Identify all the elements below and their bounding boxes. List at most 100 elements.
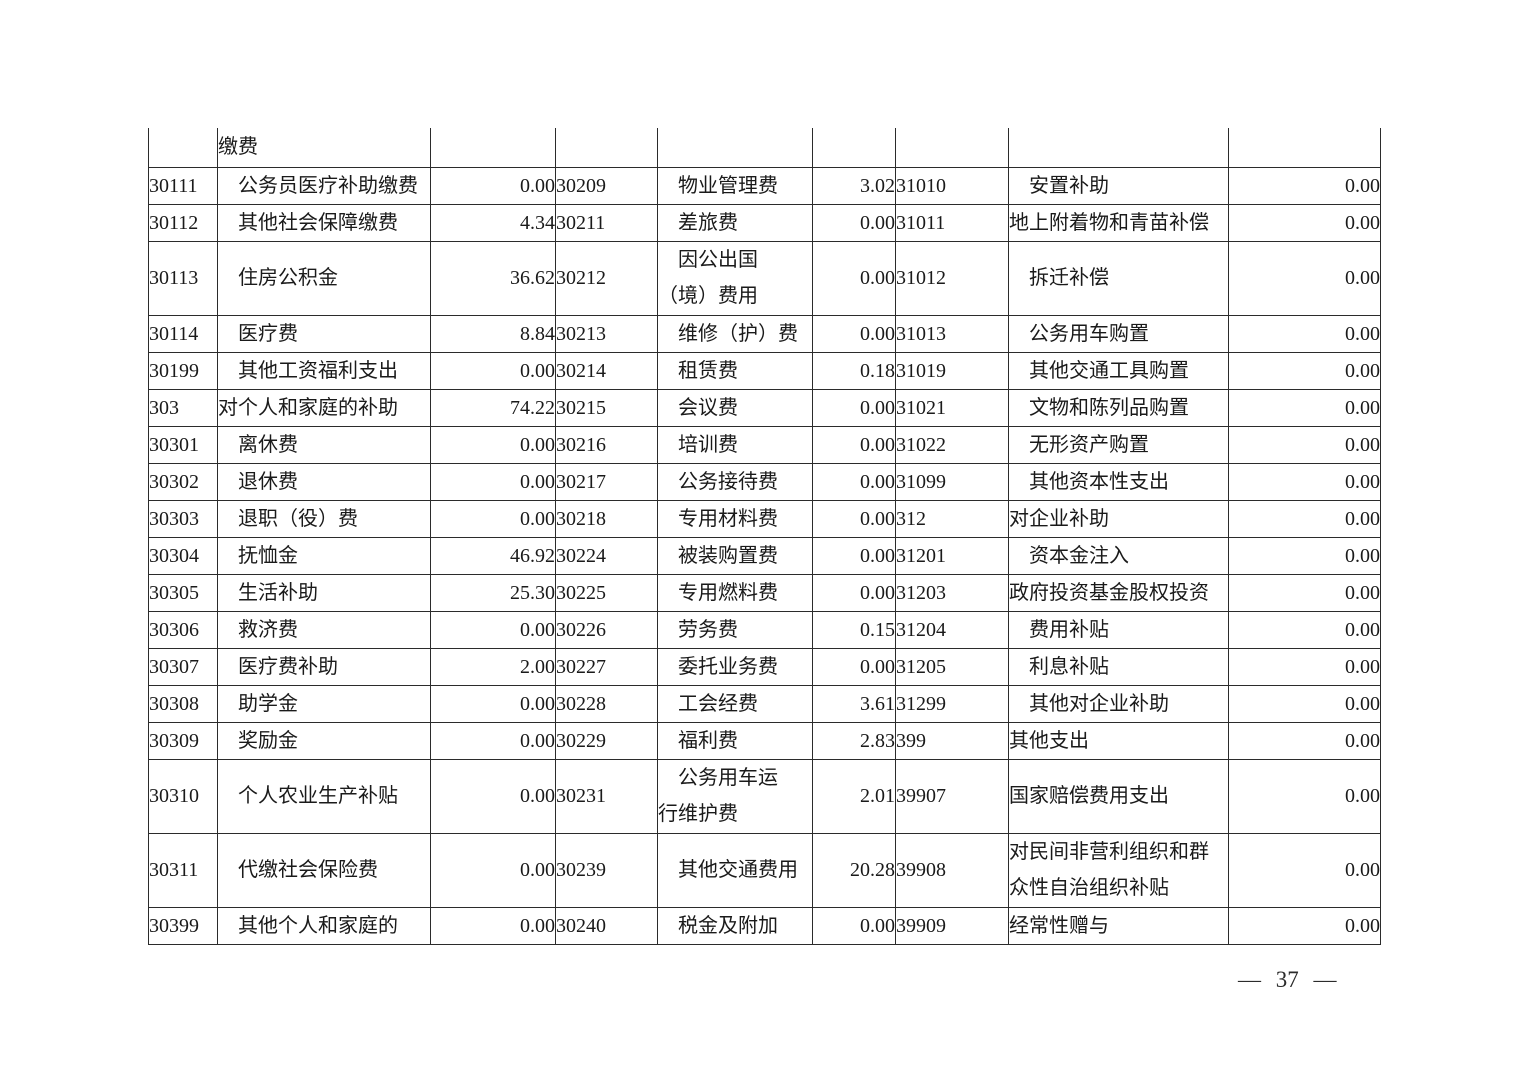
name-cell: 对企业补助 [1008,499,1229,538]
name-cell: 安置补助 [1008,166,1229,205]
table-row: 30310 个人农业生产补贴 0.00 30231 公务用车运 行维护费 2.01 39… [148,758,1381,834]
amount-cell: 0.00 [1228,240,1381,316]
amount-cell: 20.28 [812,832,896,908]
name-cell: 经常性赠与 [1008,906,1229,945]
code-cell: 31019 [895,351,1009,390]
amount-cell: 0.00 [1228,573,1381,612]
table-row: 30111 公务员医疗补助缴费 0.00 30209 物业管理费 3.02 31010 … [148,166,1381,205]
name-cell: 退休费 [217,462,431,501]
code-cell: 30306 [148,610,218,649]
code-cell: 30212 [555,240,658,316]
name-cell: 其他支出 [1008,721,1229,760]
amount-cell: 0.00 [430,499,556,538]
page-number: — 37 — [1238,967,1337,992]
code-cell: 30310 [148,758,218,834]
amount-cell: 0.00 [812,388,896,427]
table-row: 30303 退职（役）费 0.00 30218 专用材料费 0.00 312 对企业补助 0… [148,499,1381,538]
code-cell: 30226 [555,610,658,649]
table-row: 30305 生活补助 25.30 30225 专用燃料费 0.00 31203 政府投资基… [148,573,1381,612]
amount-cell: 0.00 [430,684,556,723]
code-cell: 30218 [555,499,658,538]
code-cell: 30111 [148,166,218,205]
code-cell: 30305 [148,573,218,612]
code-cell: 30301 [148,425,218,464]
name-cell: 差旅费 [657,203,813,242]
name-cell: 拆迁补偿 [1008,240,1229,316]
amount-cell: 0.00 [1228,906,1381,945]
code-cell: 30214 [555,351,658,390]
amount-cell: 0.00 [812,536,896,575]
code-cell: 30311 [148,832,218,908]
name-cell: 福利费 [657,721,813,760]
name-cell: 其他个人和家庭的 [217,906,431,945]
name-cell: 文物和陈列品购置 [1008,388,1229,427]
amount-cell: 0.00 [430,351,556,390]
name-cell [1008,128,1229,168]
table-row: 30308 助学金 0.00 30228 工会经费 3.61 31299 其他对企业补助… [148,684,1381,723]
name-cell: 费用补贴 [1008,610,1229,649]
name-cell: 因公出国 （境）费用 [657,240,813,316]
amount-cell: 0.00 [1228,499,1381,538]
table-row: 30307 医疗费补助 2.00 30227 委托业务费 0.00 31205 利息补贴… [148,647,1381,686]
name-cell: 奖励金 [217,721,431,760]
amount-cell: 0.00 [430,906,556,945]
code-cell: 30231 [555,758,658,834]
code-cell: 30240 [555,906,658,945]
code-cell: 31011 [895,203,1009,242]
code-cell: 39908 [895,832,1009,908]
amount-cell: 0.00 [812,240,896,316]
code-cell: 31299 [895,684,1009,723]
code-cell: 31012 [895,240,1009,316]
amount-cell: 3.02 [812,166,896,205]
amount-cell: 74.22 [430,388,556,427]
amount-cell: 0.00 [812,425,896,464]
amount-cell: 0.00 [1228,832,1381,908]
table-row: 303 对个人和家庭的补助 74.22 30215 会议费 0.00 31021 文物和陈… [148,388,1381,427]
table-row: 30311 代缴社会保险费 0.00 30239 其他交通费用 20.28 39908 对… [148,832,1381,908]
code-cell [895,128,1009,168]
amount-cell: 0.00 [1228,166,1381,205]
code-cell: 30227 [555,647,658,686]
amount-cell: 0.00 [1228,388,1381,427]
amount-cell [812,128,896,168]
code-cell: 30217 [555,462,658,501]
code-cell: 31010 [895,166,1009,205]
code-cell: 30199 [148,351,218,390]
code-cell: 31203 [895,573,1009,612]
amount-cell: 36.62 [430,240,556,316]
code-cell: 30112 [148,203,218,242]
name-cell: 维修（护）费 [657,314,813,353]
table-row: 30304 抚恤金 46.92 30224 被装购置费 0.00 31201 资本金注入… [148,536,1381,575]
code-cell: 30228 [555,684,658,723]
table-row: 缴费 [148,128,1381,168]
amount-cell: 2.00 [430,647,556,686]
code-cell: 30225 [555,573,658,612]
name-cell: 公务员医疗补助缴费 [217,166,431,205]
name-cell: 对民间非营利组织和群 众性自治组织补贴 [1008,832,1229,908]
amount-cell: 0.00 [812,906,896,945]
amount-cell: 0.00 [1228,647,1381,686]
name-cell: 代缴社会保险费 [217,832,431,908]
table-row: 30199 其他工资福利支出 0.00 30214 租赁费 0.18 31019 其他交… [148,351,1381,390]
name-cell: 缴费 [217,128,431,168]
amount-cell: 0.00 [1228,758,1381,834]
code-cell: 39907 [895,758,1009,834]
amount-cell: 0.00 [430,758,556,834]
amount-cell: 46.92 [430,536,556,575]
name-cell: 国家赔偿费用支出 [1008,758,1229,834]
amount-cell: 0.00 [430,462,556,501]
code-cell: 30307 [148,647,218,686]
code-cell: 31205 [895,647,1009,686]
code-cell: 31022 [895,425,1009,464]
name-cell: 租赁费 [657,351,813,390]
table-row: 30302 退休费 0.00 30217 公务接待费 0.00 31099 其他资本性支… [148,462,1381,501]
code-cell: 30304 [148,536,218,575]
name-cell: 资本金注入 [1008,536,1229,575]
name-cell: 工会经费 [657,684,813,723]
name-cell: 其他资本性支出 [1008,462,1229,501]
amount-cell: 0.00 [1228,425,1381,464]
name-cell: 医疗费补助 [217,647,431,686]
name-cell: 政府投资基金股权投资 [1008,573,1229,612]
amount-cell: 0.00 [430,832,556,908]
